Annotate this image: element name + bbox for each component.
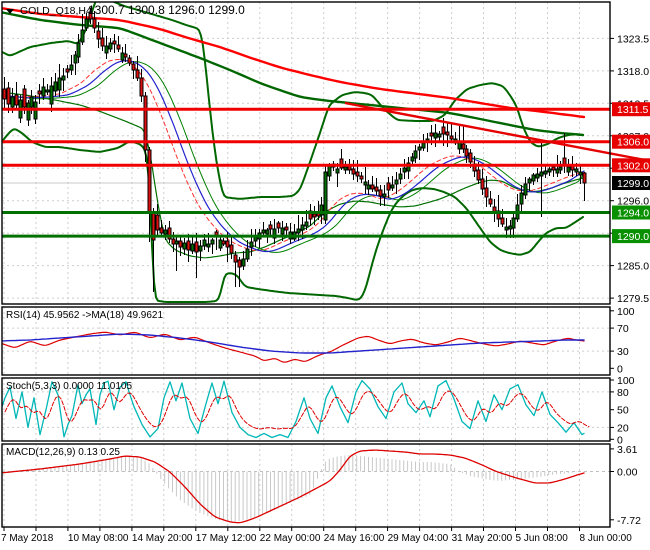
svg-text:-7.72: -7.72	[617, 515, 641, 527]
svg-text:8 Jun 00:00: 8 Jun 00:00	[580, 533, 633, 544]
svg-text:MACD(12,26,9) 0.13 0.25: MACD(12,26,9) 0.13 0.25	[6, 447, 120, 458]
svg-text:1285.0: 1285.0	[617, 261, 649, 273]
svg-text:14 May 20:00: 14 May 20:00	[132, 533, 193, 544]
svg-text:70: 70	[617, 323, 629, 335]
svg-text:RSI(14) 45.9562 ->MA(18) 49.9: RSI(14) 45.9562 ->MA(18) 49.9621	[6, 310, 163, 321]
svg-text:20: 20	[617, 422, 629, 434]
svg-text:10 May 08:00: 10 May 08:00	[68, 533, 129, 544]
svg-text:22 May 00:00: 22 May 00:00	[260, 533, 321, 544]
svg-text:Stoch(5,3,3) 0.0000 11.0105: Stoch(5,3,3) 0.0000 11.0105	[6, 381, 132, 392]
svg-text:1318.0: 1318.0	[617, 66, 649, 78]
svg-text:100: 100	[617, 306, 635, 318]
svg-text:1300.7 1300.8 1296.0 1299.0: 1300.7 1300.8 1296.0 1299.0	[88, 3, 245, 17]
svg-text:29 May 04:00: 29 May 04:00	[388, 533, 449, 544]
svg-text:0: 0	[617, 363, 623, 375]
svg-text:GOLD_Q18,H4: GOLD_Q18,H4	[20, 5, 92, 17]
svg-text:1306.0: 1306.0	[617, 137, 649, 149]
svg-text:5 Jun 08:00: 5 Jun 08:00	[516, 533, 569, 544]
svg-text:30: 30	[617, 346, 629, 358]
svg-text:0.00: 0.00	[617, 467, 638, 479]
svg-text:100: 100	[617, 375, 635, 387]
svg-text:1294.0: 1294.0	[617, 208, 649, 220]
svg-text:1302.0: 1302.0	[617, 160, 649, 172]
svg-text:1296.0: 1296.0	[617, 196, 649, 208]
svg-text:50: 50	[617, 405, 629, 417]
svg-text:80: 80	[617, 387, 629, 399]
svg-text:24 May 16:00: 24 May 16:00	[324, 533, 385, 544]
svg-text:17 May 12:00: 17 May 12:00	[196, 533, 257, 544]
svg-text:3.61: 3.61	[617, 444, 638, 456]
svg-text:1279.5: 1279.5	[617, 293, 649, 305]
svg-text:0: 0	[617, 434, 623, 446]
svg-text:1323.5: 1323.5	[617, 33, 649, 45]
svg-text:7 May 2018: 7 May 2018	[1, 533, 54, 544]
svg-text:1290.0: 1290.0	[617, 231, 649, 243]
svg-text:1299.0: 1299.0	[617, 178, 649, 190]
svg-text:1311.5: 1311.5	[617, 104, 648, 116]
svg-text:31 May 20:00: 31 May 20:00	[452, 533, 513, 544]
